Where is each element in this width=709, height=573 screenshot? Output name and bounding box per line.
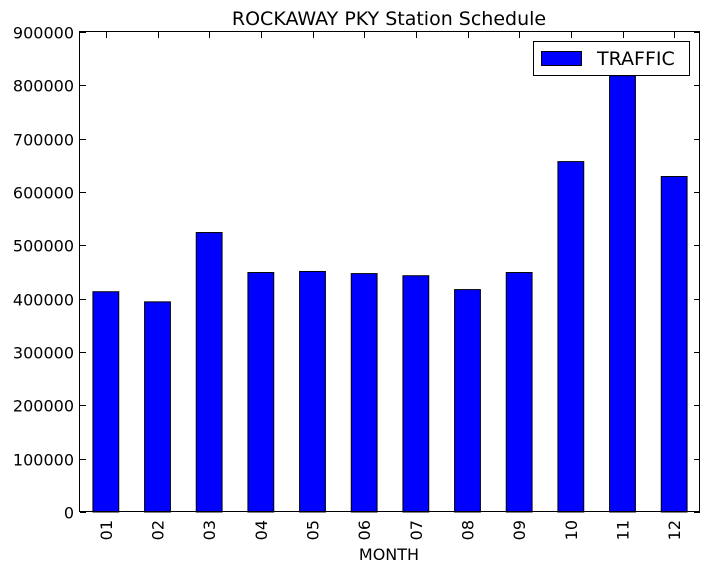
- y-tick-label: 300000: [13, 344, 74, 363]
- x-tick-label: 04: [252, 520, 271, 540]
- legend: TRAFFIC: [533, 41, 690, 76]
- x-tick-label: 09: [510, 520, 529, 540]
- y-tick-label: 400000: [13, 291, 74, 310]
- bar-series: [92, 75, 688, 513]
- y-tick-label: 500000: [13, 237, 74, 256]
- x-tick-label: 03: [200, 520, 219, 540]
- x-tick-label: 02: [149, 520, 168, 540]
- y-tick-label: 800000: [13, 77, 74, 96]
- bar: [350, 273, 378, 513]
- x-tick-label: 06: [355, 520, 374, 540]
- bar: [557, 161, 585, 513]
- bar: [505, 272, 533, 513]
- y-axis: 0 100000 200000 300000 400000 500000 600000 700…: [13, 24, 700, 523]
- y-tick-label: 200000: [13, 397, 74, 416]
- x-axis-label: MONTH: [359, 545, 419, 564]
- bar: [660, 176, 688, 513]
- y-tick-label: 600000: [13, 184, 74, 203]
- x-axis: 01 02 03 04 05 06 07 08 09 10 11 12: [97, 32, 684, 540]
- bar: [144, 301, 171, 513]
- bar: [609, 75, 636, 513]
- x-tick-label: 10: [562, 520, 581, 540]
- x-tick-label: 05: [304, 520, 323, 540]
- bar: [299, 270, 326, 513]
- bar: [402, 275, 430, 513]
- bar: [247, 272, 275, 513]
- y-tick-label: 900000: [13, 24, 74, 43]
- bar: [92, 291, 120, 513]
- x-tick-label: 08: [459, 520, 478, 540]
- y-tick-label: 100000: [13, 451, 74, 470]
- x-tick-label: 12: [665, 520, 684, 540]
- y-tick-label: 0: [64, 504, 74, 523]
- legend-label: TRAFFIC: [596, 48, 675, 70]
- bar: [195, 232, 223, 513]
- legend-swatch: [541, 51, 582, 66]
- chart-title: ROCKAWAY PKY Station Schedule: [232, 8, 546, 30]
- plot-frame: [79, 31, 700, 512]
- x-tick-label: 01: [97, 520, 116, 540]
- y-tick-label: 700000: [13, 131, 74, 150]
- x-tick-label: 11: [614, 520, 633, 540]
- bar: [454, 289, 481, 513]
- x-tick-label: 07: [407, 520, 426, 540]
